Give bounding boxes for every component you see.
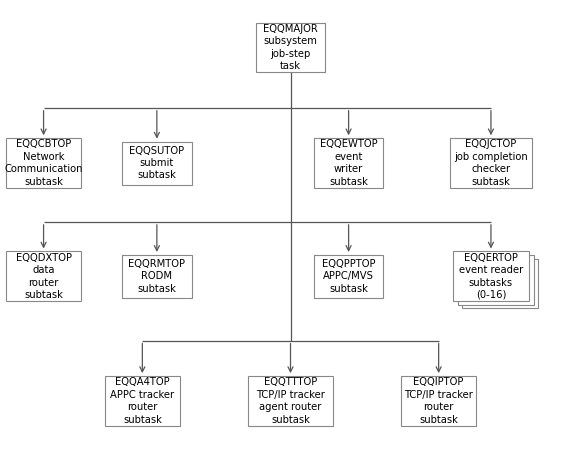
Bar <box>401 376 476 426</box>
Text: EQQSUTOP
submit
subtask: EQQSUTOP submit subtask <box>130 146 184 180</box>
Bar <box>105 376 180 426</box>
Bar <box>458 255 534 305</box>
Bar <box>122 255 192 298</box>
Bar <box>450 138 532 188</box>
Text: EQQDXTOP
data
router
subtask: EQQDXTOP data router subtask <box>16 253 71 300</box>
Bar <box>453 251 529 301</box>
Text: EQQEWTOP
event
writer
subtask: EQQEWTOP event writer subtask <box>320 140 378 187</box>
Bar <box>249 376 332 426</box>
Text: EQQERTOP
event reader
subtasks
(0-16): EQQERTOP event reader subtasks (0-16) <box>459 253 523 300</box>
Bar <box>122 141 192 185</box>
Bar <box>314 138 383 188</box>
Bar <box>6 138 81 188</box>
Bar <box>462 259 538 308</box>
Bar <box>256 23 325 72</box>
Text: EQQJCTOP
job completion
checker
subtask: EQQJCTOP job completion checker subtask <box>454 140 528 187</box>
Text: EQQA4TOP
APPC tracker
router
subtask: EQQA4TOP APPC tracker router subtask <box>110 377 174 424</box>
Text: EQQTTTOP
TCP/IP tracker
agent router
subtask: EQQTTTOP TCP/IP tracker agent router sub… <box>256 377 325 424</box>
Text: EQQCBTOP
Network
Communication
subtask: EQQCBTOP Network Communication subtask <box>4 140 83 187</box>
Text: EQQPPTOP
APPC/MVS
subtask: EQQPPTOP APPC/MVS subtask <box>322 259 375 294</box>
Text: EQQMAJOR
subsystem
job-step
task: EQQMAJOR subsystem job-step task <box>263 24 318 71</box>
Bar <box>6 251 81 301</box>
Bar <box>314 255 383 298</box>
Text: EQQIPTOP
TCP/IP tracker
router
subtask: EQQIPTOP TCP/IP tracker router subtask <box>404 377 473 424</box>
Text: EQQRMTOP
RODM
subtask: EQQRMTOP RODM subtask <box>128 259 185 294</box>
